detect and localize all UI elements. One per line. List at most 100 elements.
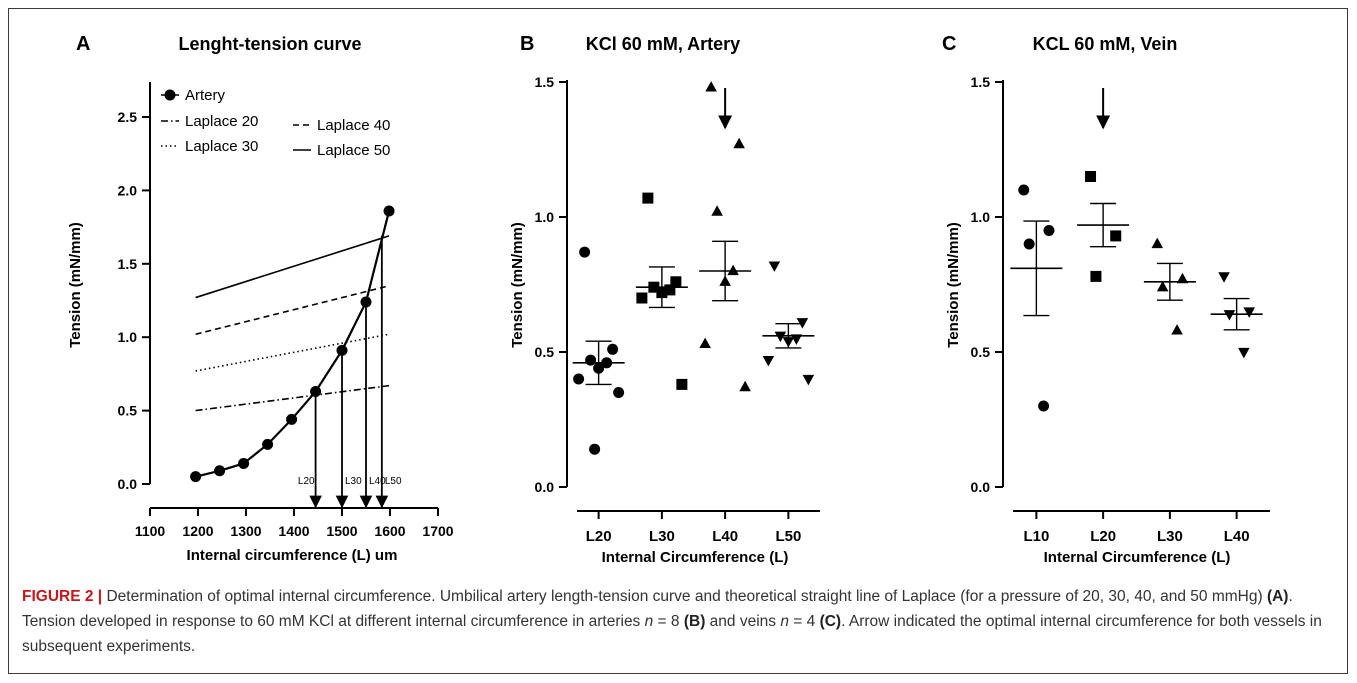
panel-a-series (190, 205, 395, 483)
data-point (699, 337, 711, 349)
y-tick-label: 2.0 (118, 182, 138, 198)
panel-c: C KCL 60 mM, Vein Tension (mN/mm) Intern… (942, 33, 1270, 566)
y-tick-label: 1.5 (535, 74, 555, 90)
data-point (286, 413, 298, 425)
panel-a-legend: Artery Laplace 20 Laplace 40 Laplace 30 Lapl… (161, 87, 390, 159)
data-point (705, 81, 717, 92)
panel-a-ylabel: Tension (mN/mm) (67, 222, 84, 348)
caption-n-veins: n (780, 613, 789, 630)
series-line (195, 285, 390, 336)
panel-b-ylabel: Tension (mN/mm) (509, 222, 526, 348)
x-tick-label: 1500 (326, 523, 357, 539)
x-tick-label: 1200 (182, 523, 213, 539)
data-point (802, 374, 815, 386)
data-point (1176, 272, 1189, 284)
data-point (589, 443, 601, 455)
data-point (383, 205, 395, 217)
x-tick-label: L40 (1224, 528, 1250, 545)
panel-b-xlabel: Internal Circumference (L) (602, 549, 789, 566)
data-point (579, 246, 591, 258)
y-tick-label: 1.5 (971, 74, 991, 90)
data-point (190, 471, 202, 483)
x-tick-label: L50 (775, 528, 801, 545)
data-point (1223, 310, 1236, 321)
data-point (1156, 280, 1169, 292)
panel-c-ylabel: Tension (mN/mm) (945, 222, 962, 348)
data-point (739, 380, 751, 392)
panel-b-plot: 0.0 0.5 1.0 1.5 L20 L30 L40 L50 (535, 74, 820, 545)
y-tick-label: 0.5 (535, 344, 555, 360)
x-tick-label: L30 (1157, 528, 1183, 545)
caption-lead: FIGURE 2 | (22, 588, 103, 605)
data-point (796, 318, 809, 329)
data-point (613, 387, 625, 398)
legend-label: Laplace 50 (317, 142, 390, 159)
data-point (670, 276, 682, 288)
data-point (214, 465, 226, 477)
caption-ref-a: (A) (1266, 588, 1289, 605)
y-tick-label: 1.0 (535, 209, 555, 225)
legend-label: Laplace 30 (185, 138, 258, 155)
panel-a-xticks: 1100 1200 1300 1400 1500 1600 1700 (135, 508, 454, 539)
x-tick-label: 1300 (230, 523, 261, 539)
data-point (733, 137, 745, 149)
panel-letter-c: C (942, 33, 956, 55)
y-tick-label: 0.0 (118, 476, 138, 492)
series-line (195, 235, 390, 299)
legend-label: Laplace 40 (317, 117, 390, 134)
x-tick-label: L30 (649, 528, 675, 545)
figure-svg: A Lenght-tension curve Tension (mN/mm) I… (67, 33, 1270, 566)
panel-c-title: KCL 60 mM, Vein (1033, 34, 1178, 54)
arrow-label: L50 (385, 476, 402, 487)
panel-a-yticks: 0.0 0.5 1.0 1.5 2.0 2.5 (118, 109, 150, 492)
legend-marker (164, 89, 176, 101)
arrow-label: L40 (369, 476, 386, 487)
arrow-label: L30 (345, 476, 362, 487)
y-tick-label: 0.5 (118, 403, 138, 419)
y-tick-label: 0.0 (535, 479, 555, 495)
legend-label: Laplace 20 (185, 113, 258, 130)
data-point (636, 292, 648, 304)
data-point (1090, 270, 1102, 282)
y-tick-label: 2.5 (118, 109, 138, 125)
figure-frame (8, 8, 1348, 674)
series-line (195, 210, 391, 478)
data-point (1038, 400, 1050, 412)
data-point (768, 261, 781, 272)
panel-b: B KCl 60 mM, Artery Tension (mN/mm) Inte… (509, 33, 820, 566)
panel-a-title: Lenght-tension curve (178, 34, 361, 54)
data-point (1110, 230, 1122, 242)
data-point (727, 264, 739, 276)
x-tick-label: 1100 (135, 523, 166, 539)
data-point (711, 205, 723, 216)
data-point (1085, 171, 1097, 182)
y-tick-label: 0.0 (971, 479, 991, 495)
data-point (607, 343, 619, 355)
y-tick-label: 0.5 (971, 344, 991, 360)
data-point (1238, 347, 1250, 359)
data-point (1018, 184, 1030, 196)
data-point (642, 192, 654, 204)
x-tick-label: 1400 (278, 523, 309, 539)
x-tick-label: 1600 (374, 523, 405, 539)
panel-a-xlabel: Internal circumference (L) um (187, 547, 398, 564)
x-tick-label: L20 (1090, 528, 1116, 545)
data-point (1243, 307, 1255, 318)
y-tick-label: 1.0 (971, 209, 991, 225)
series-line (195, 384, 390, 412)
panel-c-xlabel: Internal Circumference (L) (1044, 549, 1231, 566)
caption-ref-c: (C) (819, 613, 842, 630)
data-point (238, 457, 250, 469)
x-tick-label: L10 (1023, 528, 1049, 545)
y-tick-label: 1.5 (118, 256, 138, 272)
caption-text-3: = 8 (653, 613, 684, 630)
panel-letter-a: A (76, 33, 90, 55)
data-point (1218, 272, 1230, 283)
panel-a: A Lenght-tension curve Tension (mN/mm) I… (67, 33, 454, 564)
caption-n-arteries: n (644, 613, 654, 630)
data-point (664, 284, 676, 296)
data-point (262, 438, 274, 450)
caption-text-2: . Tension developed in response to 60 mM… (22, 588, 1293, 630)
data-point (1151, 237, 1164, 249)
x-tick-label: 1700 (422, 523, 453, 539)
